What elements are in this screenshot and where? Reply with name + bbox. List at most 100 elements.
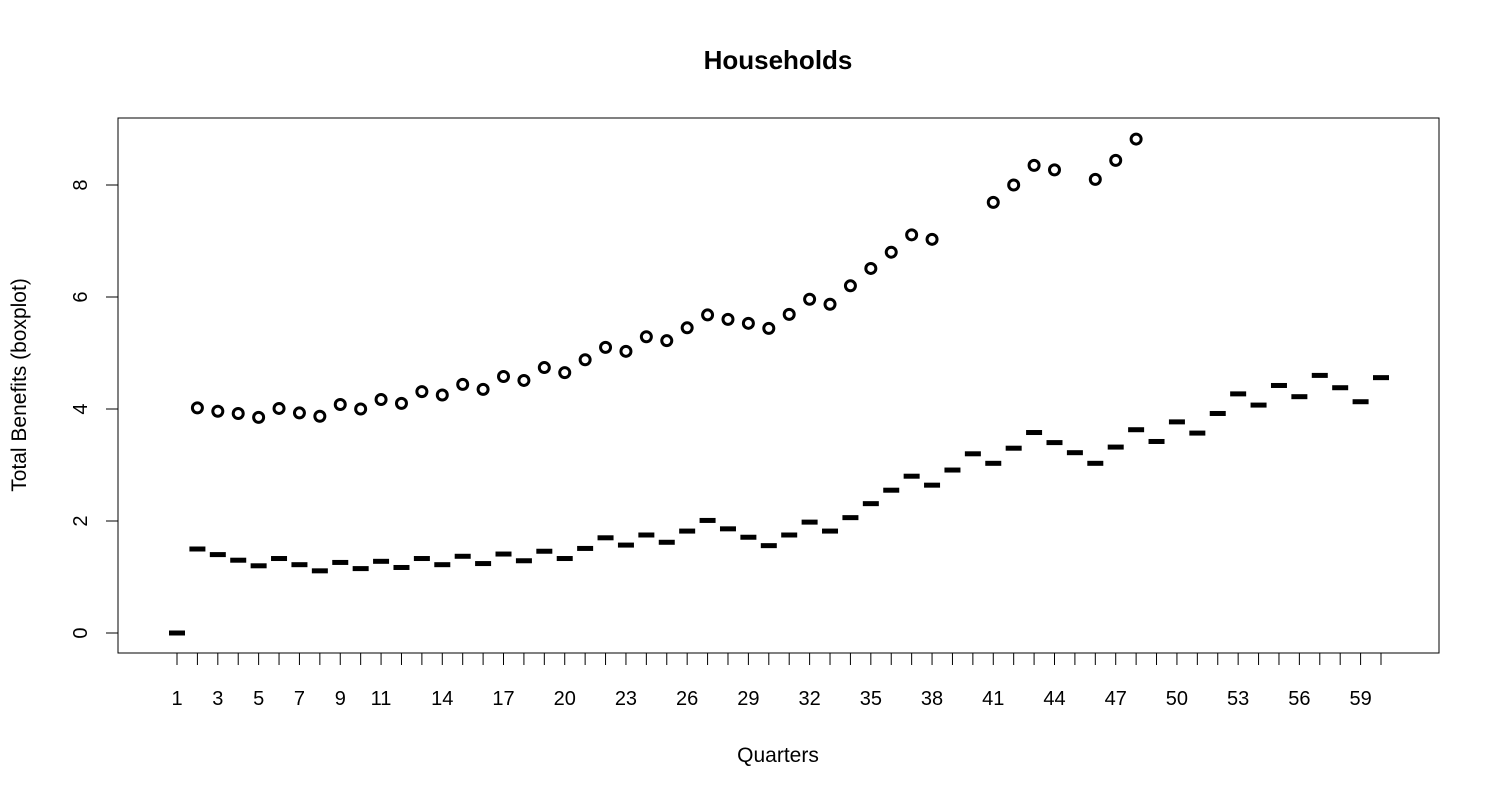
- median-bar: [597, 535, 614, 541]
- x-tick-label: 23: [615, 688, 637, 710]
- outlier-point: [884, 245, 898, 259]
- x-tick-label: 41: [982, 688, 1004, 710]
- median-bar: [291, 562, 308, 568]
- x-tick-label: 59: [1349, 688, 1371, 710]
- x-tick-label: 35: [860, 688, 882, 710]
- x-tick-label: 50: [1166, 688, 1188, 710]
- median-bar: [924, 482, 941, 488]
- median-bar: [454, 553, 471, 559]
- median-bar: [1209, 410, 1226, 416]
- outlier-point: [721, 312, 735, 326]
- outlier-point: [925, 232, 939, 246]
- median-bar: [332, 559, 349, 565]
- x-axis: 1 3 5 7 9 11 14 17 20 23 26 29 32 35 38 41 44 47 50 53 56 59: [171, 652, 1382, 710]
- median-bar: [434, 562, 451, 568]
- x-tick-label: 1: [171, 688, 182, 710]
- median-bar: [740, 534, 757, 540]
- outlier-point: [374, 392, 388, 406]
- x-tick-label: 47: [1105, 688, 1127, 710]
- outlier-point: [986, 195, 1000, 209]
- median-bar: [250, 563, 267, 569]
- median-bar: [1250, 402, 1267, 408]
- outlier-point: [864, 261, 878, 275]
- median-bar: [169, 630, 185, 636]
- median-bar: [801, 519, 818, 525]
- outlier-point: [578, 353, 592, 367]
- median-bar: [271, 556, 288, 562]
- median-bar: [393, 564, 410, 570]
- outlier-point: [1109, 153, 1123, 167]
- outlier-point: [1047, 163, 1061, 177]
- outlier-point: [558, 366, 572, 380]
- median-bar: [944, 467, 961, 473]
- median-bar: [964, 451, 981, 457]
- y-tick-label: 6: [70, 291, 92, 302]
- median-marks: [169, 372, 1389, 636]
- chart-title: Households: [704, 45, 853, 75]
- median-bar: [1107, 444, 1124, 450]
- median-bar: [1005, 445, 1022, 451]
- median-bar: [189, 546, 206, 552]
- median-bar: [760, 543, 777, 549]
- median-bar: [577, 545, 594, 551]
- median-bar: [1291, 394, 1308, 400]
- outlier-point: [823, 297, 837, 311]
- median-bar: [985, 460, 1002, 466]
- median-bar: [1311, 372, 1328, 378]
- outlier-point: [517, 373, 531, 387]
- median-bar: [556, 556, 573, 562]
- median-bar: [475, 561, 492, 567]
- y-tick-label: 4: [70, 403, 92, 414]
- x-tick-label: 5: [253, 688, 264, 710]
- median-bar: [1046, 440, 1063, 446]
- outlier-point: [537, 361, 551, 375]
- median-bar: [1168, 419, 1185, 425]
- median-bar: [638, 532, 655, 538]
- median-bar: [822, 528, 839, 534]
- outlier-point: [313, 409, 327, 423]
- median-bar: [515, 558, 532, 564]
- outlier-point: [905, 228, 919, 242]
- x-axis-label: Quarters: [737, 744, 819, 767]
- outlier-point: [1007, 178, 1021, 192]
- outlier-point: [476, 382, 490, 396]
- median-bar: [1270, 382, 1287, 388]
- outlier-point: [211, 404, 225, 418]
- median-bar: [373, 558, 390, 564]
- x-tick-label: 11: [371, 688, 392, 710]
- outlier-point: [1027, 158, 1041, 172]
- median-bar: [1087, 460, 1104, 466]
- median-bar: [1352, 399, 1369, 405]
- y-tick-label: 2: [70, 515, 92, 526]
- outlier-point: [741, 316, 755, 330]
- outlier-point: [415, 385, 429, 399]
- median-bar: [495, 551, 512, 557]
- y-axis: 0 2 4 6 8: [70, 179, 119, 639]
- median-bar: [1128, 427, 1145, 433]
- median-bar: [230, 557, 247, 563]
- x-tick-label: 53: [1227, 688, 1249, 710]
- y-tick-label: 8: [70, 179, 92, 190]
- median-bar: [1148, 438, 1165, 444]
- outlier-point: [619, 344, 633, 358]
- median-bar: [719, 526, 736, 532]
- outlier-point: [660, 334, 674, 348]
- outlier-point: [354, 402, 368, 416]
- outlier-point: [639, 330, 653, 344]
- outlier-points: [190, 132, 1143, 424]
- median-bar: [536, 548, 553, 554]
- x-tick-label: 32: [798, 688, 820, 710]
- median-bar: [1189, 430, 1206, 436]
- outlier-point: [599, 340, 613, 354]
- median-bar: [1026, 430, 1043, 436]
- y-tick-label: 0: [70, 627, 92, 638]
- outlier-point: [762, 321, 776, 335]
- outlier-point: [701, 308, 715, 322]
- median-bar: [842, 515, 859, 521]
- median-bar: [1230, 391, 1247, 397]
- x-tick-label: 17: [492, 688, 514, 710]
- median-bar: [1332, 385, 1349, 391]
- outlier-point: [252, 410, 266, 424]
- x-tick-label: 56: [1288, 688, 1310, 710]
